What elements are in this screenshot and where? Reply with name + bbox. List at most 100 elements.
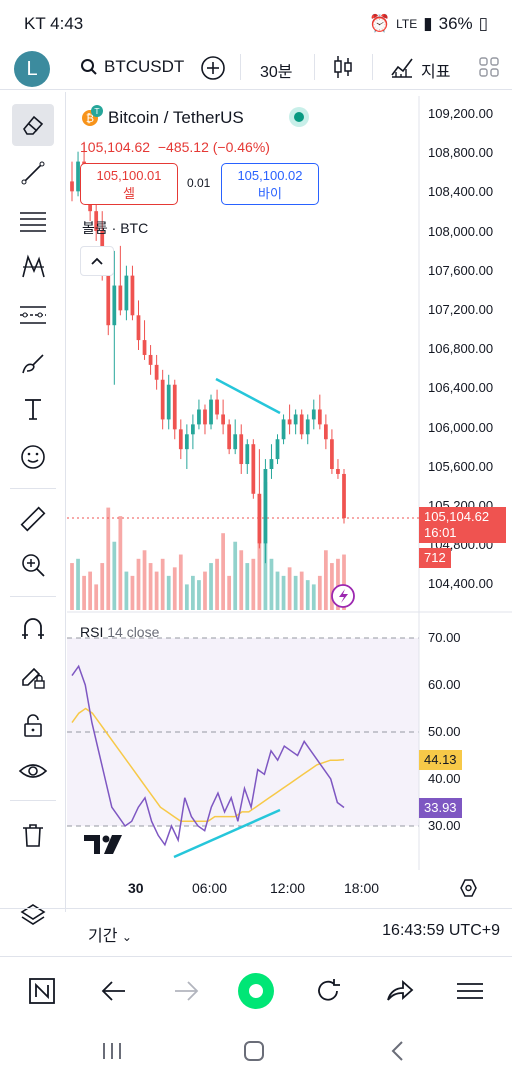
svg-text:T: T	[94, 107, 100, 116]
volume-bar	[209, 563, 213, 610]
reload-button[interactable]	[308, 971, 348, 1011]
period-button[interactable]: 기간 ⌄	[88, 922, 132, 946]
candle-body	[172, 384, 177, 430]
news-icon	[29, 978, 55, 1004]
volume-bar	[203, 571, 207, 610]
candle-body	[330, 439, 334, 469]
current-price-value: 105,104.62	[424, 509, 490, 524]
lock-drawing-tool[interactable]	[12, 656, 54, 698]
emoji-tool[interactable]	[12, 436, 54, 478]
candles	[70, 141, 346, 564]
toolbar-divider	[10, 488, 56, 489]
indicators-label[interactable]: 지표	[421, 64, 451, 81]
toolbar-divider	[372, 54, 373, 80]
home-dot-icon	[238, 973, 274, 1009]
recents-icon[interactable]	[100, 1040, 124, 1062]
forecast-tool[interactable]	[12, 294, 54, 336]
home-button[interactable]	[236, 971, 276, 1011]
fib-tool[interactable]	[12, 200, 54, 242]
rsi-trendline[interactable]	[173, 808, 281, 859]
remove-drawings-tool[interactable]	[12, 814, 54, 856]
text-tool[interactable]	[12, 388, 54, 430]
status-time: KT 4:43	[24, 14, 84, 33]
candles-icon[interactable]	[332, 54, 354, 80]
candle-body	[154, 364, 159, 380]
avatar[interactable]: L	[14, 51, 50, 87]
share-button[interactable]	[380, 971, 420, 1011]
volume-bar	[100, 563, 105, 610]
volume-bar	[293, 575, 298, 610]
volume-bar	[70, 563, 74, 610]
object-tree-tool[interactable]	[12, 894, 54, 936]
candle-body	[178, 429, 183, 450]
search-icon	[81, 59, 97, 75]
symbol-search-button[interactable]: BTCUSDT	[80, 57, 184, 77]
volume-bar	[311, 584, 316, 610]
replay-bolt-icon[interactable]	[331, 584, 355, 608]
buy-button[interactable]: 105,100.02 바이	[221, 163, 319, 205]
candle-body	[281, 419, 286, 440]
zoom-tool[interactable]	[12, 544, 54, 586]
candle-body	[148, 354, 153, 365]
volume-legend[interactable]: 볼륨 · BTC	[82, 220, 149, 236]
volume-bar	[287, 567, 292, 610]
layers-icon	[20, 904, 46, 925]
time-tick: 30	[128, 880, 144, 896]
interval-button[interactable]: 30분	[260, 64, 293, 81]
candle-body	[221, 414, 225, 425]
arrow-left-icon	[101, 981, 125, 1001]
candle-body	[336, 469, 340, 474]
ruler-icon	[20, 506, 46, 532]
brush-tool[interactable]	[12, 342, 54, 384]
time-tick: 18:00	[344, 880, 380, 896]
pattern-tool[interactable]	[12, 246, 54, 288]
unlock-icon	[24, 714, 42, 737]
last-price: 105,104.62	[80, 139, 151, 155]
system-home-icon[interactable]	[242, 1040, 266, 1062]
candle-body	[233, 434, 238, 450]
price-chart[interactable]	[67, 92, 512, 908]
indicators-icon[interactable]	[390, 55, 414, 79]
volume-bar	[239, 550, 244, 610]
layout-icon[interactable]	[478, 56, 500, 78]
symbol-title[interactable]: Bitcoin / TetherUS	[108, 108, 244, 127]
rsi-legend[interactable]: RSI 14 close	[80, 624, 159, 640]
timezone-clock[interactable]: 16:43:59 UTC+9	[382, 922, 500, 939]
candle-body	[106, 270, 111, 326]
current-price-badge: 105,104.62 16:01	[419, 507, 506, 543]
trend-line-tool[interactable]	[12, 152, 54, 194]
candle-body	[203, 409, 207, 425]
rsi-tick: 60.00	[428, 677, 461, 692]
candle-body	[317, 409, 322, 425]
sell-label: 셀	[123, 186, 135, 201]
scale-settings-icon[interactable]	[460, 879, 477, 897]
ruler-tool[interactable]	[12, 498, 54, 540]
menu-button[interactable]	[450, 971, 490, 1011]
collapse-legend-button[interactable]	[80, 246, 114, 276]
candle-body	[94, 211, 99, 231]
hide-drawings-tool[interactable]	[12, 750, 54, 792]
candle-body	[136, 315, 141, 341]
volume-bar	[191, 575, 195, 610]
system-navigation	[0, 1024, 512, 1080]
forward-button[interactable]	[166, 971, 206, 1011]
add-symbol-icon[interactable]	[200, 55, 226, 81]
volume-bar	[221, 533, 225, 610]
sell-button[interactable]: 105,100.01 셀	[80, 163, 178, 205]
candle-body	[124, 275, 129, 311]
price-tick: 108,000.00	[428, 223, 494, 239]
rsi-value-badge: 33.93	[419, 798, 462, 818]
price-trendline[interactable]	[215, 377, 281, 415]
news-button[interactable]	[22, 971, 62, 1011]
eraser-tool[interactable]	[12, 104, 54, 146]
volume-bar	[269, 558, 274, 610]
magnet-tool[interactable]	[12, 608, 54, 650]
reload-icon	[318, 979, 340, 1001]
volume-bar	[251, 558, 256, 610]
lock-all-tool[interactable]	[12, 704, 54, 746]
system-back-icon[interactable]	[388, 1040, 408, 1062]
volume-bar	[305, 580, 310, 610]
candle-body	[142, 340, 147, 355]
volume-bar	[88, 571, 93, 610]
back-button[interactable]	[94, 971, 134, 1011]
